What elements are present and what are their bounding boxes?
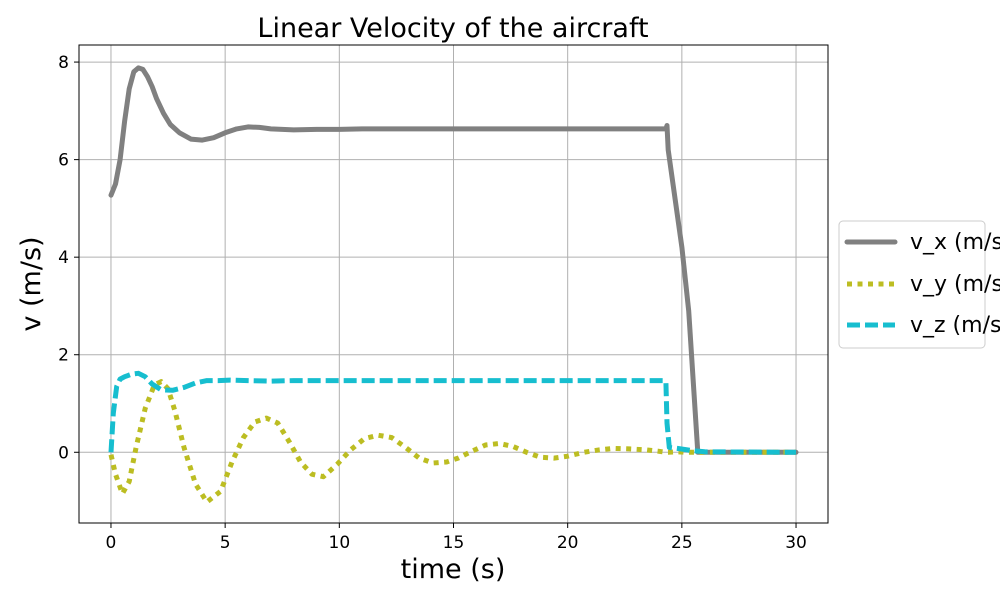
legend-label-vx: v_x (m/s) [910,230,1000,255]
series-line-vz [108,370,797,455]
gridlines [79,45,828,523]
x-tick-label: 5 [220,533,231,553]
x-axis-label: time (s) [401,554,506,585]
x-tick-label: 20 [557,533,579,553]
legend: v_x (m/s) v_y (m/s) v_z (m/s) [838,220,1000,349]
x-tick-label: 0 [106,533,117,553]
y-axis-label: v (m/s) [16,236,47,331]
y-tick-label: 6 [58,151,69,171]
x-tick-label: 30 [785,533,807,553]
y-tick-label: 2 [58,346,69,366]
legend-label-vz: v_z (m/s) [910,313,1000,338]
legend-label-vy: v_y (m/s) [910,272,1000,297]
series-line-vy [108,379,796,505]
axis-ticks: 0 5 10 15 20 25 30 0 2 4 6 8 [58,53,807,553]
series-line-vx [108,65,799,455]
legend-box [838,220,986,349]
y-tick-label: 8 [58,53,69,73]
chart-title: Linear Velocity of the aircraft [257,13,648,44]
x-tick-label: 10 [329,533,351,553]
x-tick-label: 25 [671,533,693,553]
y-tick-label: 4 [58,248,69,268]
x-tick-label: 15 [443,533,465,553]
y-tick-label: 0 [58,443,69,463]
series-lines [108,65,799,505]
